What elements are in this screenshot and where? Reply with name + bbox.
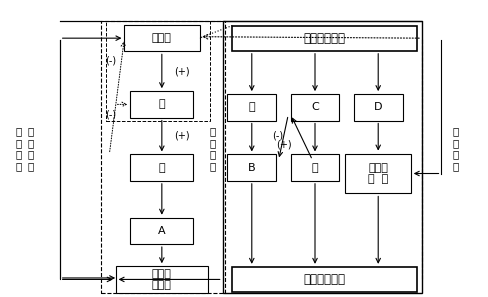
Text: 下丘脑: 下丘脑 [152, 33, 171, 43]
FancyBboxPatch shape [227, 154, 276, 181]
FancyBboxPatch shape [124, 25, 199, 51]
Text: 血糖浓度降低: 血糖浓度降低 [303, 273, 345, 286]
FancyBboxPatch shape [232, 267, 416, 292]
Text: C: C [310, 102, 318, 112]
Text: (+): (+) [276, 139, 292, 149]
Text: D: D [373, 102, 382, 112]
Text: (-): (-) [271, 130, 283, 140]
Text: 有
关
神
经: 有 关 神 经 [27, 126, 34, 171]
Text: (-): (-) [105, 55, 116, 65]
FancyBboxPatch shape [345, 154, 410, 193]
FancyBboxPatch shape [130, 154, 193, 181]
FancyBboxPatch shape [290, 94, 339, 121]
Text: 丁: 丁 [311, 163, 318, 173]
Text: 肾上腺
髓  质: 肾上腺 髓 质 [367, 163, 387, 184]
FancyBboxPatch shape [232, 26, 416, 51]
Text: A: A [158, 226, 165, 236]
Text: (+): (+) [174, 66, 189, 76]
FancyBboxPatch shape [353, 94, 402, 121]
Text: (-): (-) [105, 110, 116, 120]
Text: 有
关
神
经: 有 关 神 经 [452, 126, 458, 171]
Text: 相关组
织器官: 相关组 织器官 [152, 268, 171, 290]
Text: 乙: 乙 [158, 163, 165, 173]
Text: 丙: 丙 [248, 102, 255, 112]
Text: 有
关
神
经: 有 关 神 经 [209, 126, 216, 171]
FancyBboxPatch shape [227, 94, 276, 121]
FancyBboxPatch shape [290, 154, 339, 181]
Text: B: B [247, 163, 255, 173]
Text: 有
关
神
经: 有 关 神 经 [15, 126, 21, 171]
Text: 血糖浓度升高: 血糖浓度升高 [303, 32, 345, 45]
Text: 甲: 甲 [158, 99, 165, 109]
FancyBboxPatch shape [116, 266, 207, 293]
FancyBboxPatch shape [130, 91, 193, 118]
Text: (+): (+) [174, 131, 189, 141]
FancyBboxPatch shape [130, 218, 193, 244]
